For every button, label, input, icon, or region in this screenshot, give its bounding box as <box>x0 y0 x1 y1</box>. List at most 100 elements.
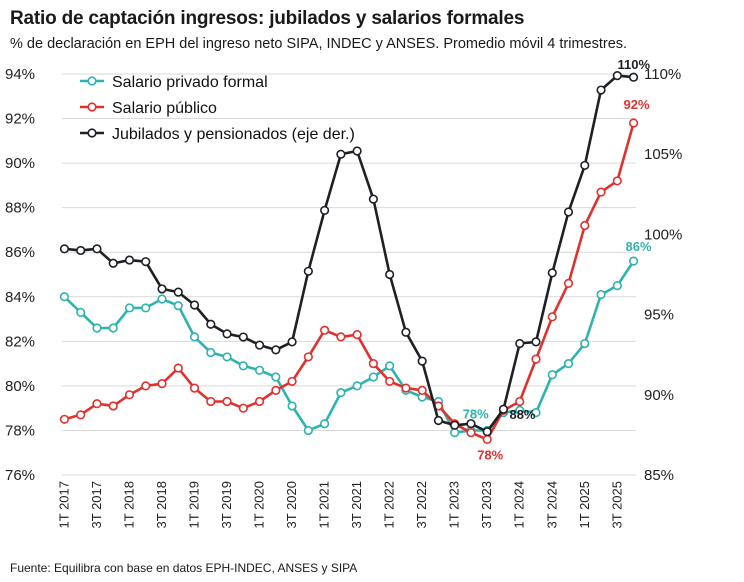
mid-label-jubilados: 88% <box>509 407 535 422</box>
data-point-salario-privado-formal <box>628 256 639 266</box>
data-point-salario-publico <box>157 379 167 389</box>
data-point-salario-publico <box>466 428 476 438</box>
data-point-salario-privado-formal <box>222 352 232 362</box>
legend-swatch-marker <box>87 128 97 138</box>
mid-label-publico: 78% <box>477 447 503 462</box>
data-point-salario-privado-formal <box>124 303 135 313</box>
data-point-salario-privado-formal <box>320 419 330 429</box>
y-left-tick-label: 94% <box>5 66 35 83</box>
data-point-salario-publico <box>352 330 362 340</box>
y-right-tick-label: 95% <box>644 307 674 324</box>
data-point-salario-privado-formal <box>206 347 216 358</box>
data-point-salario-privado-formal <box>450 428 460 438</box>
data-point-salario-privado-formal <box>531 408 541 418</box>
x-tick-label: 3T 2018 <box>154 481 169 528</box>
data-point-salario-publico <box>222 396 232 407</box>
data-point-jubilados-y-pensionados-eje-der <box>157 284 167 294</box>
x-tick-label: 1T 2021 <box>317 481 332 528</box>
data-point-jubilados-y-pensionados-eje-der <box>515 338 525 349</box>
data-point-salario-publico <box>238 403 248 413</box>
data-point-jubilados-y-pensionados-eje-der <box>189 300 200 310</box>
data-point-salario-privado-formal <box>254 365 265 375</box>
data-point-salario-publico <box>580 220 590 231</box>
data-point-jubilados-y-pensionados-eje-der <box>238 332 248 342</box>
series-line-jubilados-y-pensionados-eje-der <box>64 74 634 434</box>
x-tick-label: 1T 2019 <box>187 481 202 528</box>
legend-entry: Salario público <box>112 100 217 117</box>
data-point-salario-publico <box>108 401 118 411</box>
legend-swatch-marker <box>87 76 97 86</box>
y-left-tick-label: 92% <box>5 111 35 128</box>
legend-entry: Salario privado formal <box>112 74 268 91</box>
data-point-salario-privado-formal <box>141 303 151 313</box>
data-point-salario-privado-formal <box>596 289 606 300</box>
x-tick-label: 3T 2020 <box>284 481 299 528</box>
x-tick-label: 1T 2018 <box>121 481 136 528</box>
x-tick-label: 1T 2017 <box>56 481 71 528</box>
data-point-jubilados-y-pensionados-eje-der <box>385 269 395 280</box>
end-label-jubilados: 110% <box>618 57 651 72</box>
data-point-salario-privado-formal <box>612 281 622 291</box>
data-point-salario-privado-formal <box>385 361 395 371</box>
data-point-salario-publico <box>76 410 86 420</box>
data-point-salario-publico <box>287 376 297 387</box>
data-point-jubilados-y-pensionados-eje-der <box>173 287 183 297</box>
data-point-salario-privado-formal <box>76 307 86 317</box>
data-point-salario-privado-formal <box>108 323 118 333</box>
data-point-salario-publico <box>271 385 281 395</box>
data-point-salario-publico <box>59 414 70 424</box>
x-tick-label: 3T 2022 <box>414 481 429 528</box>
data-point-jubilados-y-pensionados-eje-der <box>596 85 606 95</box>
data-point-salario-privado-formal <box>157 294 167 304</box>
data-point-jubilados-y-pensionados-eje-der <box>531 337 541 347</box>
data-point-jubilados-y-pensionados-eje-der <box>580 160 590 171</box>
x-tick-label: 1T 2025 <box>577 481 592 528</box>
y-left-tick-label: 86% <box>5 244 35 261</box>
data-point-salario-privado-formal <box>173 301 183 311</box>
data-point-salario-publico <box>612 176 622 186</box>
data-point-salario-privado-formal <box>59 292 70 302</box>
data-point-jubilados-y-pensionados-eje-der <box>76 245 86 256</box>
y-left-tick-label: 84% <box>5 289 35 306</box>
data-point-salario-publico <box>124 390 135 400</box>
data-point-salario-publico <box>531 354 541 364</box>
data-point-salario-publico <box>206 396 216 407</box>
y-right-tick-label: 100% <box>644 226 682 243</box>
data-point-salario-publico <box>596 187 606 197</box>
data-point-salario-privado-formal <box>189 332 200 342</box>
x-tick-label: 3T 2021 <box>349 481 364 528</box>
y-right-tick-label: 90% <box>644 387 674 404</box>
x-tick-label: 1T 2022 <box>382 481 397 528</box>
data-point-salario-publico <box>563 278 574 289</box>
legend-entry: Jubilados y pensionados (eje der.) <box>112 126 355 143</box>
data-point-jubilados-y-pensionados-eje-der <box>92 244 102 254</box>
data-point-jubilados-y-pensionados-eje-der <box>417 356 427 366</box>
x-tick-label: 3T 2017 <box>89 481 104 528</box>
data-point-jubilados-y-pensionados-eje-der <box>303 266 313 276</box>
data-point-jubilados-y-pensionados-eje-der <box>547 268 557 278</box>
data-point-jubilados-y-pensionados-eje-der <box>287 337 297 347</box>
x-tick-label: 3T 2024 <box>544 481 559 528</box>
data-point-salario-publico <box>368 359 378 369</box>
y-left-tick-label: 88% <box>5 200 35 217</box>
data-point-jubilados-y-pensionados-eje-der <box>254 340 265 350</box>
data-point-salario-privado-formal <box>238 361 248 371</box>
data-point-salario-publico <box>417 385 427 395</box>
data-point-salario-publico <box>401 383 411 393</box>
x-tick-label: 1T 2024 <box>512 481 527 528</box>
data-point-jubilados-y-pensionados-eje-der <box>628 72 639 82</box>
data-point-salario-publico <box>189 383 200 393</box>
data-point-salario-publico <box>482 434 492 444</box>
x-tick-label: 1T 2020 <box>252 481 267 528</box>
y-right-tick-label: 105% <box>644 146 682 163</box>
legend-swatch-marker <box>87 102 97 112</box>
y-right-tick-label: 85% <box>644 467 674 484</box>
source-note: Fuente: Equilibra con base en datos EPH-… <box>10 561 358 575</box>
data-point-jubilados-y-pensionados-eje-der <box>482 427 492 437</box>
x-tick-label: 3T 2025 <box>609 481 624 528</box>
data-point-salario-publico <box>254 396 265 407</box>
data-point-salario-publico <box>141 381 151 391</box>
data-point-salario-publico <box>547 312 557 322</box>
data-point-jubilados-y-pensionados-eje-der <box>612 71 622 81</box>
